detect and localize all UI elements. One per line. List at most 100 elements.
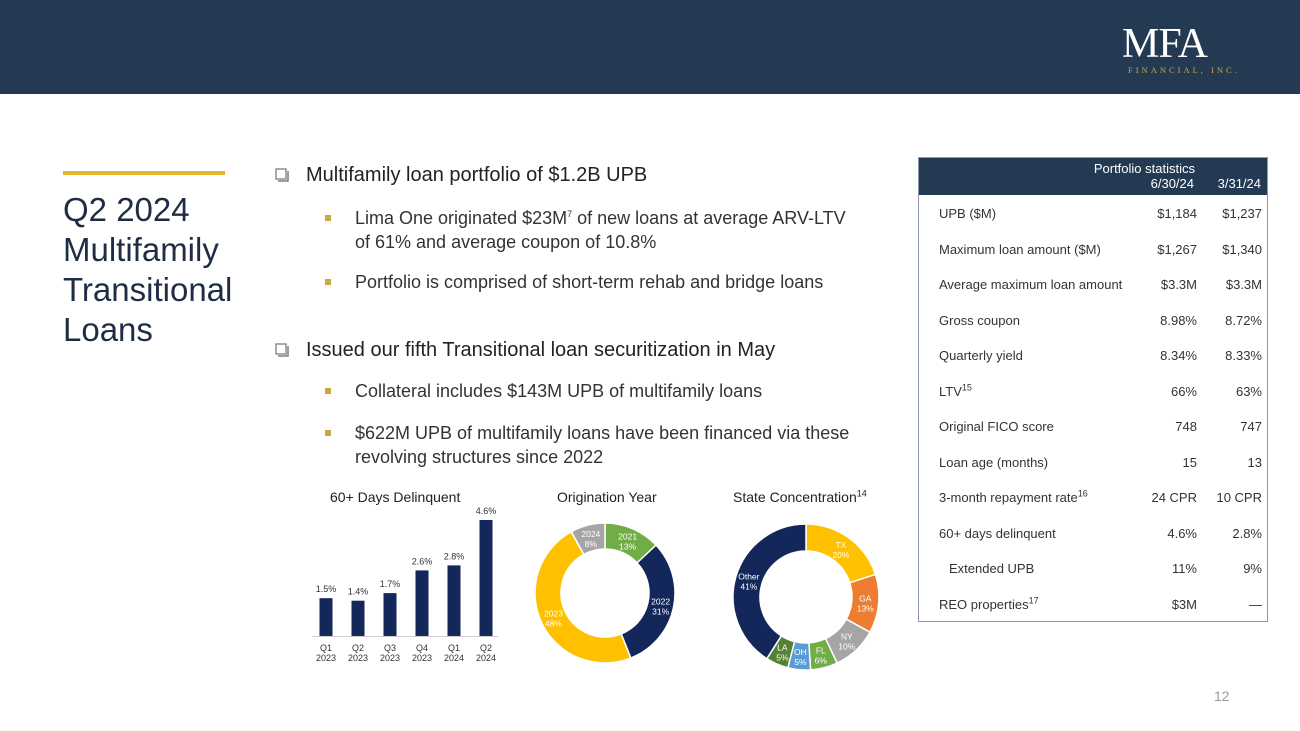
stats-row: Original FICO score 748 747 xyxy=(919,409,1267,445)
stats-value-prior: $3.3M xyxy=(1225,277,1262,292)
slice-label: FL xyxy=(816,646,826,656)
bar xyxy=(383,593,397,636)
square-bullet-icon xyxy=(325,279,331,285)
slice-value-label: 8% xyxy=(585,539,598,549)
stats-row-label: LTV15 xyxy=(939,382,972,399)
data-label: 2.6% xyxy=(412,556,433,566)
stats-row: Maximum loan amount ($M) $1,267 $1,340 xyxy=(919,232,1267,268)
title-line: Multifamily xyxy=(63,231,219,268)
stats-value-prior: 10 CPR xyxy=(1216,490,1262,505)
stats-value-prior: 747 xyxy=(1240,419,1262,434)
header-bar: MFA FINANCIAL, INC. xyxy=(0,0,1300,94)
portfolio-stats-table: Portfolio statistics 6/30/24 3/31/24 UPB… xyxy=(918,157,1268,622)
stats-value-prior: 8.33% xyxy=(1225,348,1262,363)
slice-label: NY xyxy=(841,631,853,641)
stats-value-current: 748 xyxy=(1175,419,1197,434)
stats-value-prior: 8.72% xyxy=(1225,312,1262,328)
logo-subtitle: FINANCIAL, INC. xyxy=(1128,65,1240,75)
stats-row: Quarterly yield 8.34% 8.33% xyxy=(919,338,1267,374)
stats-row-label: Extended UPB xyxy=(949,561,1035,576)
tick-label: 2023 xyxy=(348,653,368,663)
slice-value-label: 31% xyxy=(652,606,669,616)
tick-label: Q2 xyxy=(480,643,492,653)
tick-label: 2024 xyxy=(476,653,496,663)
slice-label: GA xyxy=(859,594,872,604)
slice-label: 2022 xyxy=(651,596,670,606)
tick-label: Q1 xyxy=(320,643,332,653)
stats-value-current: 11% xyxy=(1171,561,1197,576)
stats-row: Average maximum loan amount $3.3M $3.3M xyxy=(919,267,1267,303)
stats-header-title: Portfolio statistics xyxy=(1093,161,1195,176)
stats-value-current: $1,184 xyxy=(1157,206,1197,221)
data-label: 1.7% xyxy=(380,579,401,589)
slice-label: 2024 xyxy=(581,529,600,539)
stats-value-prior: 13 xyxy=(1247,454,1262,470)
tick-label: Q2 xyxy=(352,643,364,653)
slice-value-label: 5% xyxy=(794,657,807,667)
stats-row-label: REO properties17 xyxy=(939,595,1039,612)
bullet-sub-text: Collateral includes $143M UPB of multifa… xyxy=(355,381,763,401)
stats-row: 3-month repayment rate16 24 CPR 10 CPR xyxy=(919,480,1267,516)
stats-col-header: 3/31/24 xyxy=(1217,176,1261,191)
stats-row-label: UPB ($M) xyxy=(939,206,997,221)
stats-value-current: $1,267 xyxy=(1157,241,1197,257)
slice-value-label: 41% xyxy=(740,581,757,591)
stats-row-label: Average maximum loan amount xyxy=(939,277,1123,292)
stats-row: LTV15 66% 63% xyxy=(919,374,1267,410)
stats-value-current: $3M xyxy=(1171,596,1197,612)
stats-row-label: 3-month repayment rate16 xyxy=(939,488,1088,505)
slice-label: LA xyxy=(777,643,788,653)
stats-table-header: Portfolio statistics 6/30/24 3/31/24 xyxy=(919,158,1267,195)
bar xyxy=(447,565,461,636)
chart-title-delinquent: 60+ Days Delinquent xyxy=(330,489,461,505)
slice-value-label: 48% xyxy=(545,618,562,628)
slice-label: 2021 xyxy=(618,532,637,542)
stats-value-current: 66% xyxy=(1170,383,1197,399)
stats-row: 60+ days delinquent 4.6% 2.8% xyxy=(919,516,1267,552)
chart-title-origination: Origination Year xyxy=(557,489,657,505)
slice-value-label: 13% xyxy=(857,604,874,614)
title-line: Q2 2024 xyxy=(63,191,190,228)
bullet-sub-text: Lima One originated $23M7 of new loans a… xyxy=(355,208,846,252)
stats-col-header: 6/30/24 xyxy=(1150,176,1194,191)
page-title: Q2 2024 Multifamily Transitional Loans xyxy=(63,190,263,350)
stats-row-label: Loan age (months) xyxy=(939,454,1049,470)
tick-label: Q1 xyxy=(448,643,460,653)
title-line: Transitional xyxy=(63,271,233,308)
title-accent-line xyxy=(63,171,225,175)
pie-slice xyxy=(732,523,807,660)
delinquent-bar-chart: 1.5%Q120231.4%Q220231.7%Q320232.6%Q42023… xyxy=(312,506,498,663)
stats-value-prior: 63% xyxy=(1235,383,1262,399)
bullet-sub-text: $622M UPB of multifamily loans have been… xyxy=(355,423,850,467)
stats-value-current: 8.34% xyxy=(1160,348,1197,363)
tick-label: 2024 xyxy=(444,653,464,663)
stats-value-prior: $1,340 xyxy=(1222,241,1262,257)
stats-value-prior: 2.8% xyxy=(1232,525,1262,541)
tick-label: Q4 xyxy=(416,643,428,653)
bar xyxy=(351,600,365,636)
stats-row-label: Quarterly yield xyxy=(939,348,1023,363)
stats-row-label: Original FICO score xyxy=(939,419,1054,434)
title-line: Loans xyxy=(63,311,153,348)
logo-wordmark: MFA xyxy=(1122,21,1208,67)
slice-value-label: 13% xyxy=(619,542,636,552)
data-label: 1.4% xyxy=(348,587,369,597)
company-logo: MFA FINANCIAL, INC. xyxy=(1118,20,1248,80)
bullet-main-text: Issued our fifth Transitional loan secur… xyxy=(306,339,776,361)
stats-value-current: 4.6% xyxy=(1167,525,1197,541)
stats-value-prior: — xyxy=(1249,596,1262,612)
slice-label: 2023 xyxy=(544,608,563,618)
stats-value-prior: $1,237 xyxy=(1222,206,1262,221)
page-number: 12 xyxy=(1214,688,1230,704)
stats-row: REO properties17 $3M — xyxy=(919,587,1267,623)
square-bullet-icon xyxy=(325,388,331,394)
bar xyxy=(415,570,429,636)
stats-value-current: $3.3M xyxy=(1160,277,1197,292)
checkbox-bullet-icon xyxy=(275,343,289,357)
data-label: 2.8% xyxy=(444,551,465,561)
stats-row: Loan age (months) 15 13 xyxy=(919,445,1267,481)
slice-label: Other xyxy=(738,571,759,581)
tick-label: 2023 xyxy=(316,653,336,663)
